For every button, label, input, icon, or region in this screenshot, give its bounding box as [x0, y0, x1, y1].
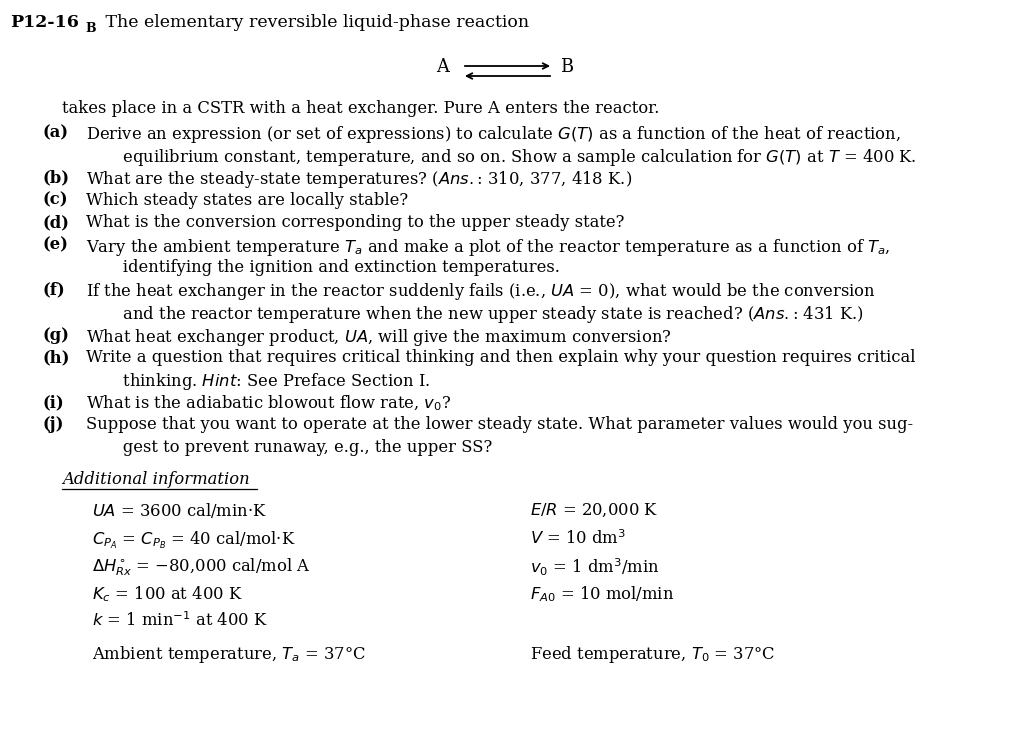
- Text: If the heat exchanger in the reactor suddenly fails (i.e., $UA$ = 0), what would: If the heat exchanger in the reactor sud…: [86, 281, 876, 302]
- Text: Suppose that you want to operate at the lower steady state. What parameter value: Suppose that you want to operate at the …: [86, 417, 913, 434]
- Text: What is the conversion corresponding to the upper steady state?: What is the conversion corresponding to …: [86, 214, 625, 231]
- Text: P12-16: P12-16: [10, 14, 79, 31]
- Text: and the reactor temperature when the new upper steady state is reached? ($\it{An: and the reactor temperature when the new…: [86, 304, 864, 325]
- Text: (i): (i): [42, 394, 63, 411]
- Text: (c): (c): [42, 191, 68, 209]
- Text: What are the steady-state temperatures? ($\it{Ans.}$: 310, 377, 418 K.): What are the steady-state temperatures? …: [86, 169, 632, 190]
- Text: $K_c$ = 100 at 400 K: $K_c$ = 100 at 400 K: [92, 584, 243, 604]
- Text: (a): (a): [42, 124, 68, 141]
- Text: (g): (g): [42, 326, 69, 343]
- Text: B: B: [560, 58, 573, 76]
- Text: (d): (d): [42, 214, 69, 231]
- Text: Additional information: Additional information: [62, 471, 250, 488]
- Text: B: B: [85, 22, 95, 35]
- Text: $E/R$ = 20,000 K: $E/R$ = 20,000 K: [530, 501, 658, 519]
- Text: (h): (h): [42, 349, 70, 366]
- Text: gest to prevent runaway, e.g., the upper SS?: gest to prevent runaway, e.g., the upper…: [86, 439, 493, 456]
- Text: $V$ = 10 dm$^3$: $V$ = 10 dm$^3$: [530, 529, 626, 548]
- Text: equilibrium constant, temperature, and so on. Show a sample calculation for $G(T: equilibrium constant, temperature, and s…: [86, 147, 916, 168]
- Text: What heat exchanger product, $UA$, will give the maximum conversion?: What heat exchanger product, $UA$, will …: [86, 326, 672, 348]
- Text: (b): (b): [42, 169, 69, 186]
- Text: Which steady states are locally stable?: Which steady states are locally stable?: [86, 191, 409, 209]
- Text: $C_{P_A}$ = $C_{P_B}$ = 40 cal/mol·K: $C_{P_A}$ = $C_{P_B}$ = 40 cal/mol·K: [92, 529, 296, 551]
- Text: $UA$ = 3600 cal/min·K: $UA$ = 3600 cal/min·K: [92, 501, 267, 521]
- Text: Write a question that requires critical thinking and then explain why your quest: Write a question that requires critical …: [86, 349, 915, 366]
- Text: $k$ = 1 min$^{-1}$ at 400 K: $k$ = 1 min$^{-1}$ at 400 K: [92, 612, 267, 631]
- Text: Derive an expression (or set of expressions) to calculate $G(T)$ as a function o: Derive an expression (or set of expressi…: [86, 124, 901, 145]
- Text: $v_0$ = 1 dm$^3$/min: $v_0$ = 1 dm$^3$/min: [530, 557, 659, 578]
- Text: What is the adiabatic blowout flow rate, $v_0$?: What is the adiabatic blowout flow rate,…: [86, 394, 452, 414]
- Text: identifying the ignition and extinction temperatures.: identifying the ignition and extinction …: [86, 259, 560, 276]
- Text: $\Delta H^\circ_{Rx}$ = −80,000 cal/mol A: $\Delta H^\circ_{Rx}$ = −80,000 cal/mol …: [92, 557, 310, 578]
- Text: (j): (j): [42, 417, 63, 434]
- Text: The elementary reversible liquid-phase reaction: The elementary reversible liquid-phase r…: [100, 14, 529, 31]
- Text: Vary the ambient temperature $T_a$ and make a plot of the reactor temperature as: Vary the ambient temperature $T_a$ and m…: [86, 236, 890, 257]
- Text: Feed temperature, $T_0$ = 37°C: Feed temperature, $T_0$ = 37°C: [530, 644, 775, 665]
- Text: takes place in a CSTR with a heat exchanger. Pure A enters the reactor.: takes place in a CSTR with a heat exchan…: [62, 100, 659, 117]
- Text: (e): (e): [42, 236, 68, 254]
- Text: (f): (f): [42, 281, 65, 298]
- Text: Ambient temperature, $T_a$ = 37°C: Ambient temperature, $T_a$ = 37°C: [92, 644, 366, 665]
- Text: A: A: [436, 58, 449, 76]
- Text: $F_{A0}$ = 10 mol/min: $F_{A0}$ = 10 mol/min: [530, 584, 674, 604]
- Text: thinking. $\it{Hint}$: See Preface Section I.: thinking. $\it{Hint}$: See Preface Secti…: [86, 372, 430, 393]
